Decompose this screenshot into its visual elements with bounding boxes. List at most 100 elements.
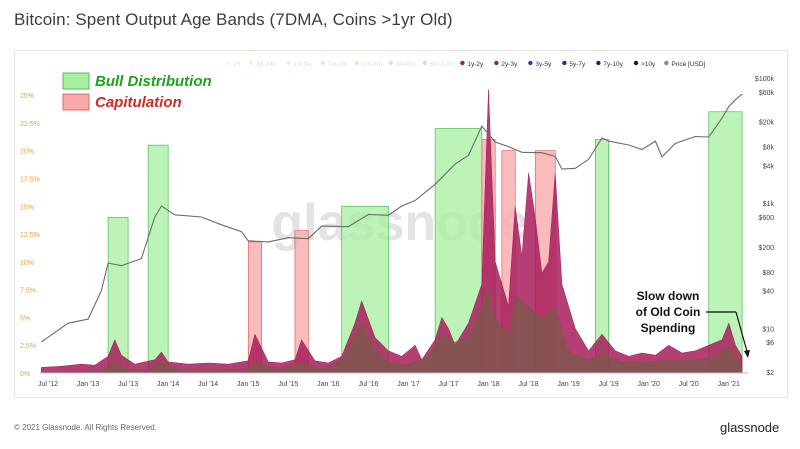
- x-axis: Jul '12 Jan '13 Jul '13 Jan '14 Jul '14 Jan '…: [38, 381, 740, 388]
- legend-dot: [528, 60, 533, 66]
- right-tick-label: $20k: [759, 120, 775, 127]
- legend-item[interactable]: >10y: [633, 60, 656, 68]
- right-tick-label: $100k: [755, 76, 775, 83]
- legend-label: 5y-7y: [569, 61, 586, 68]
- legend-label: 1h-24h: [256, 61, 277, 68]
- legend-label: 7y-10y: [603, 61, 623, 68]
- x-tick-label: Jan '15: [237, 381, 259, 388]
- x-tick-label: Jul '18: [519, 381, 539, 388]
- legend-item[interactable]: 3m-6m: [388, 60, 416, 68]
- price-line: [40, 93, 743, 343]
- chart-title: Bitcoin: Spent Output Age Bands (7DMA, C…: [14, 10, 453, 29]
- x-tick-label: Jan '20: [638, 381, 660, 388]
- x-tick-label: Jul '13: [118, 381, 138, 388]
- right-tick-label: $40: [762, 289, 774, 296]
- copyright-text: © 2021 Glassnode. All Rights Reserved.: [14, 423, 157, 432]
- legend-item[interactable]: 1m-3m: [354, 60, 382, 68]
- legend-dot: [320, 60, 325, 66]
- price-line-group: [40, 93, 743, 343]
- legend-label: 3m-6m: [396, 61, 416, 68]
- left-tick-label: 22.5%: [20, 121, 40, 128]
- right-tick-label: $1k: [763, 201, 775, 208]
- x-tick-label: Jan '18: [477, 381, 499, 388]
- left-tick-label: 5%: [20, 315, 30, 322]
- chart-frame: [14, 50, 788, 398]
- legend-item[interactable]: 7y-10y: [596, 60, 624, 68]
- capitulation-legend-label: Capitulation: [95, 94, 182, 111]
- legend-dot: [494, 60, 499, 66]
- legend[interactable]: 1h 1h-24h 1d-1w 1w-1m 1m-3m 3m-6m 6m-12m 1y-2y 2…: [225, 60, 706, 68]
- x-tick-label: Jul '15: [278, 381, 298, 388]
- legend-label: 2y-3y: [501, 61, 518, 68]
- x-tick-label: Jul '12: [38, 381, 58, 388]
- legend-label: 6m-12m: [430, 61, 454, 68]
- legend-item[interactable]: 1h-24h: [249, 60, 277, 68]
- right-tick-label: $4k: [763, 163, 775, 170]
- legend-item[interactable]: 1y-2y: [460, 60, 484, 68]
- legend-item[interactable]: 5y-7y: [562, 60, 586, 68]
- right-tick-label: $60k: [759, 90, 775, 97]
- x-tick-label: Jan '21: [718, 381, 740, 388]
- legend-item[interactable]: 6m-12m: [422, 60, 454, 68]
- spent-older-bands-area: [41, 284, 743, 373]
- legend-dot: [388, 60, 393, 66]
- legend-item[interactable]: 1h: [225, 60, 241, 68]
- legend-dot: [286, 60, 291, 66]
- right-tick-label: $600: [758, 215, 774, 222]
- right-tick-label: $200: [758, 245, 774, 252]
- legend-dot: [562, 60, 567, 66]
- x-tick-label: Jan '13: [77, 381, 99, 388]
- annotation-line: Slow down: [637, 289, 700, 303]
- x-tick-label: Jan '16: [317, 381, 339, 388]
- legend-dot: [225, 60, 231, 66]
- left-tick-label: 0%: [20, 371, 30, 378]
- right-tick-label: $2: [766, 370, 774, 377]
- left-tick-label: 17.5%: [20, 176, 40, 183]
- legend-dot: [596, 60, 601, 66]
- right-tick-label: $80: [762, 270, 774, 277]
- right-tick-label: $10: [762, 326, 774, 333]
- annotation-arrow: [735, 311, 749, 356]
- right-tick-label: $8k: [763, 145, 775, 152]
- legend-item[interactable]: Price [USD]: [664, 60, 706, 68]
- legend-dot: [664, 60, 669, 66]
- annotation-line: of Old Coin: [636, 305, 701, 319]
- left-tick-label: 20%: [20, 149, 34, 156]
- capitulation-legend-swatch: [62, 93, 90, 111]
- legend-label: >10y: [641, 61, 656, 68]
- legend-dot: [249, 60, 254, 66]
- legend-label: 1m-3m: [362, 61, 382, 68]
- spent-1y2y-area: [41, 89, 743, 374]
- annotation-line: Spending: [641, 321, 696, 335]
- legend-dot: [422, 60, 427, 66]
- bull-distribution-band: [147, 144, 169, 374]
- legend-item[interactable]: 2y-3y: [494, 60, 518, 68]
- bull-distribution-band: [708, 111, 743, 374]
- x-tick-label: Jan '19: [557, 381, 579, 388]
- x-tick-label: Jul '17: [438, 381, 458, 388]
- legend-dot: [633, 60, 639, 66]
- annotation-arrowhead: [744, 350, 750, 358]
- legend-label: 1w-1m: [328, 61, 348, 68]
- left-axis: 25% 22.5% 20% 17.5% 15% 12.5% 10% 7.5% 5% 2.5% 0%: [20, 93, 40, 378]
- legend-label: 3y-5y: [535, 61, 552, 68]
- left-tick-label: 10%: [20, 260, 34, 267]
- left-tick-label: 7.5%: [20, 288, 36, 295]
- legend-label: 1y-2y: [467, 61, 484, 68]
- annotation: Slow down of Old Coin Spending: [636, 289, 750, 358]
- legend-label: Price [USD]: [671, 61, 705, 68]
- x-tick-label: Jul '20: [679, 381, 699, 388]
- brand-logo-text[interactable]: glassnode: [720, 420, 780, 435]
- legend-dot: [354, 60, 359, 66]
- legend-item[interactable]: 1w-1m: [320, 60, 348, 68]
- x-tick-label: Jul '19: [599, 381, 619, 388]
- right-tick-label: $6: [766, 340, 774, 347]
- left-tick-label: 12.5%: [20, 232, 40, 239]
- spent-areas: [40, 89, 748, 374]
- right-axis: $100k $60k $20k $8k $4k $1k $600 $200 $80 $40 $10 $…: [755, 76, 775, 377]
- x-tick-label: Jan '17: [397, 381, 419, 388]
- legend-dot: [460, 60, 465, 66]
- legend-item[interactable]: 1d-1w: [286, 60, 312, 68]
- legend-item[interactable]: 3y-5y: [528, 60, 552, 68]
